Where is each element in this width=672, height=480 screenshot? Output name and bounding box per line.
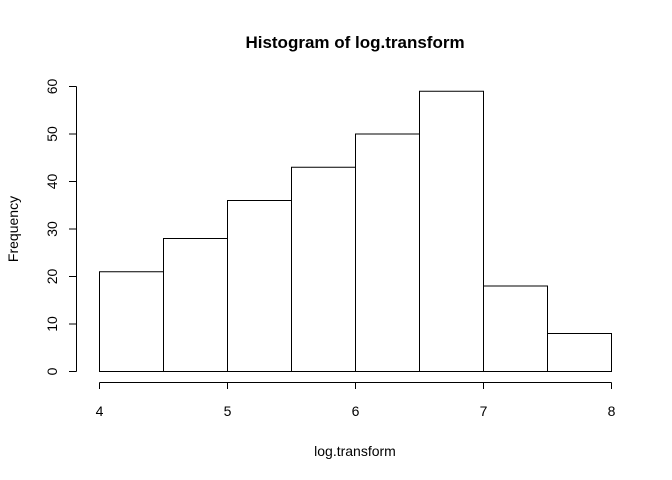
histogram-bar bbox=[163, 238, 228, 372]
histogram-bar bbox=[291, 166, 356, 372]
x-tick-label: 8 bbox=[608, 403, 616, 419]
histogram-bar bbox=[227, 200, 292, 372]
bars-group bbox=[99, 90, 612, 372]
x-tick-label: 7 bbox=[480, 403, 488, 419]
x-tick-label: 5 bbox=[224, 403, 232, 419]
y-tick-label: 20 bbox=[44, 269, 60, 285]
histogram-bar bbox=[99, 271, 164, 372]
y-axis: 0 10 20 30 40 50 60 bbox=[44, 79, 77, 375]
y-tick-label: 40 bbox=[44, 174, 60, 190]
histogram-bar bbox=[547, 333, 612, 372]
x-tick-label: 4 bbox=[96, 403, 104, 419]
y-tick-label: 0 bbox=[44, 367, 60, 375]
x-axis-title: log.transform bbox=[314, 443, 396, 459]
x-axis: 4 5 6 7 8 bbox=[96, 382, 616, 419]
y-tick-label: 10 bbox=[44, 316, 60, 332]
x-tick-label: 6 bbox=[352, 403, 360, 419]
y-axis-title: Frequency bbox=[5, 196, 21, 262]
y-tick-label: 30 bbox=[44, 221, 60, 237]
chart-title: Histogram of log.transform bbox=[245, 33, 464, 52]
histogram-bar bbox=[355, 133, 420, 372]
y-tick-label: 60 bbox=[44, 79, 60, 95]
histogram-bar bbox=[483, 285, 548, 372]
y-tick-label: 50 bbox=[44, 126, 60, 142]
histogram-bar bbox=[419, 90, 484, 372]
